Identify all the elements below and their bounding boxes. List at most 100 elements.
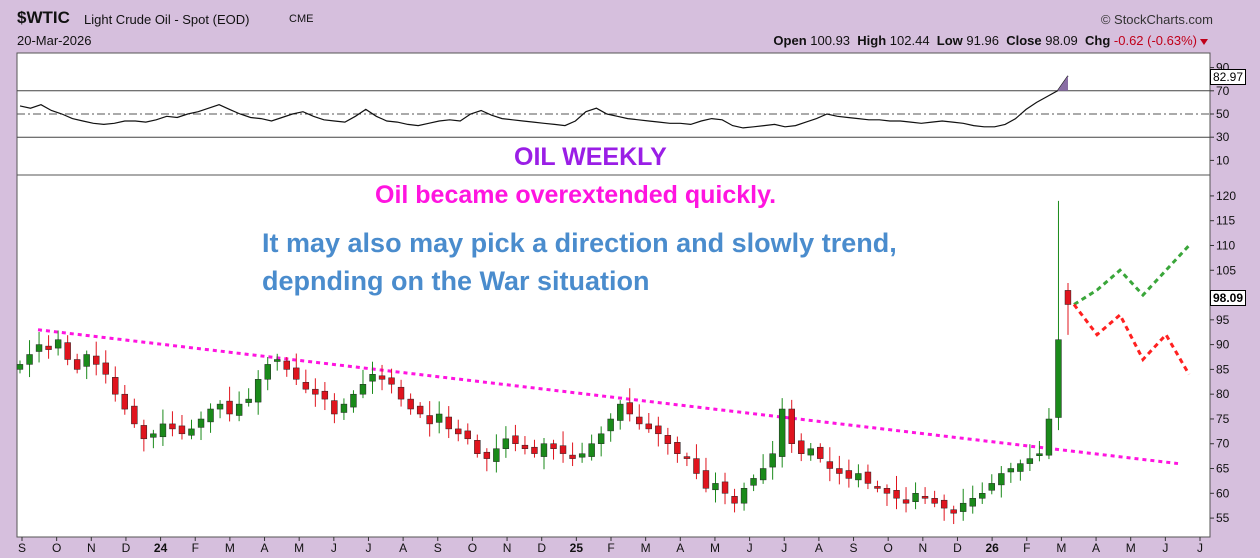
price-tick-label: 75	[1216, 412, 1230, 426]
candle-body	[1026, 458, 1034, 464]
open-value: 100.93	[810, 33, 851, 48]
x-tick-label: 25	[570, 541, 584, 555]
ohlc-summary: Open 100.93 High 102.44 Low 91.96 Close …	[773, 33, 1208, 48]
high-value: 102.44	[889, 33, 930, 48]
candle-body	[988, 483, 995, 491]
candle-body	[64, 342, 71, 360]
rsi-value-badge: 82.97	[1210, 69, 1247, 85]
candle-body	[445, 416, 452, 430]
candle-body	[54, 339, 62, 349]
rsi-line	[19, 75, 1069, 129]
candle-body	[731, 496, 738, 504]
candle-body	[235, 403, 243, 416]
candle-body	[1064, 290, 1072, 305]
exchange-label: CME	[289, 13, 314, 25]
candle-body	[798, 440, 805, 454]
candle-body	[45, 345, 52, 350]
x-tick-label: M	[641, 541, 651, 555]
x-tick-label: D	[953, 541, 962, 555]
price-tick-label: 70	[1216, 437, 1230, 451]
x-tick-label: J	[331, 541, 337, 555]
bullish-forecast-path	[1073, 244, 1191, 306]
x-tick-label: A	[815, 541, 823, 555]
low-value: 91.96	[966, 33, 999, 48]
candle-body	[702, 470, 710, 489]
candle-body	[1007, 468, 1015, 473]
chg-label: Chg	[1085, 33, 1111, 48]
candle-body	[264, 364, 271, 380]
x-tick-label: A	[676, 541, 684, 555]
candle-body	[26, 354, 33, 365]
candle-body	[883, 488, 891, 494]
candle-body	[283, 360, 290, 370]
x-tick-label: A	[399, 541, 407, 555]
candle-body	[474, 440, 481, 454]
x-tick-label: 26	[985, 541, 999, 555]
chart-date: 20-Mar-2026	[17, 33, 92, 48]
candle-body	[807, 448, 814, 456]
candle-body	[245, 398, 252, 403]
copyright-link[interactable]: © StockCharts.com	[1100, 12, 1213, 27]
candle-body	[588, 443, 595, 457]
candle-body	[845, 470, 853, 479]
candle-body	[826, 461, 834, 469]
candle-body	[274, 359, 281, 362]
candle-body	[578, 453, 586, 458]
candle-body	[778, 408, 786, 457]
candle-body	[1055, 339, 1062, 418]
x-tick-label: O	[468, 541, 477, 555]
x-tick-label: F	[607, 541, 614, 555]
x-tick-label: M	[1056, 541, 1066, 555]
candle-body	[216, 403, 224, 410]
candle-body	[750, 478, 757, 486]
last-price-badge: 98.09	[1210, 290, 1247, 306]
low-label: Low	[936, 33, 963, 48]
candle-body	[550, 443, 557, 449]
close-value: 98.09	[1045, 33, 1078, 48]
x-tick-label: F	[192, 541, 199, 555]
x-tick-label: M	[294, 541, 304, 555]
candle-body	[388, 377, 395, 385]
candle-body	[626, 402, 633, 415]
candle-body	[1036, 453, 1043, 456]
rsi-overbought-fill	[1057, 75, 1068, 91]
price-tick-label: 85	[1216, 362, 1230, 376]
candle-body	[969, 498, 976, 507]
candle-body	[35, 344, 43, 352]
candle-body	[569, 454, 576, 459]
candle-body	[607, 418, 614, 432]
candle-body	[359, 384, 367, 395]
candle-body	[207, 408, 214, 423]
price-tick-label: 95	[1216, 313, 1230, 327]
candle-body	[340, 403, 348, 413]
price-tick-label: 110	[1216, 238, 1235, 252]
x-tick-label: S	[850, 541, 858, 555]
candle-body	[378, 375, 386, 380]
price-tick-label: 120	[1216, 189, 1236, 203]
candle-body	[369, 374, 376, 382]
high-label: High	[857, 33, 887, 48]
candle-body	[150, 433, 157, 438]
x-tick-label: J	[781, 541, 787, 555]
candle-body	[178, 425, 186, 435]
x-tick-label: M	[710, 541, 720, 555]
close-label: Close	[1006, 33, 1042, 48]
rsi-tick-label: 30	[1216, 130, 1230, 144]
x-tick-label: J	[365, 541, 371, 555]
candle-body	[540, 443, 548, 457]
price-tick-label: 80	[1216, 387, 1230, 401]
candle-body	[16, 364, 24, 370]
price-tick-label: 105	[1216, 263, 1236, 277]
x-tick-label: J	[747, 541, 753, 555]
candle-body	[559, 445, 567, 454]
x-tick-label: N	[87, 541, 96, 555]
candle-body	[188, 428, 195, 436]
candle-body	[636, 416, 643, 425]
candle-body	[407, 398, 414, 410]
x-tick-label: N	[503, 541, 512, 555]
candle-body	[921, 496, 929, 499]
candle-body	[693, 458, 700, 474]
x-tick-label: 24	[154, 541, 168, 555]
candle-body	[931, 498, 938, 504]
candle-body	[864, 471, 872, 484]
